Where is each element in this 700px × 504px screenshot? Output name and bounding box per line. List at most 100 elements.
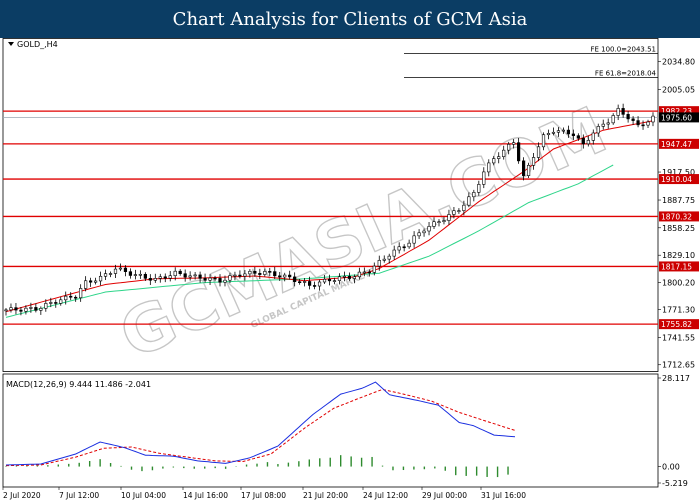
candle-body [462, 204, 466, 211]
candle-body [208, 277, 212, 281]
candle-body [178, 270, 182, 275]
candle-body [492, 158, 496, 164]
level-label: 1982.23 [661, 107, 692, 116]
level-label: 1817.15 [661, 262, 692, 271]
y-tick-label: 1917.50 [662, 168, 695, 177]
y-tick-label: 1771.30 [662, 306, 695, 315]
chart-title: Chart Analysis for Clients of GCM Asia [172, 8, 528, 30]
candle-body [437, 221, 441, 223]
candle-body [273, 271, 277, 277]
candle-body [98, 275, 103, 282]
chart-title-banner: Chart Analysis for Clients of GCM Asia [0, 0, 700, 38]
candle-body [258, 273, 262, 275]
candle-body [263, 271, 267, 275]
x-tick-label: 29 Jul 00:00 [422, 491, 467, 500]
x-tick-label: 17 Jul 08:00 [241, 491, 286, 500]
candle-body [357, 271, 361, 278]
level-label: 1910.04 [661, 175, 692, 184]
macd-label: MACD(12,26,9) 9.444 11.486 -2.041 [6, 380, 151, 389]
candle-body [362, 271, 366, 274]
candle-body [457, 210, 461, 212]
candle-body [213, 277, 217, 280]
candle-body [188, 275, 192, 278]
candle-body [29, 307, 33, 309]
candle-body [84, 280, 88, 289]
candle-body [183, 273, 187, 278]
candle-body [283, 274, 287, 278]
candle-body [138, 273, 142, 276]
candle-body [198, 274, 202, 279]
candle-body [54, 302, 58, 304]
candle-body [163, 276, 167, 279]
x-tick-label: 24 Jul 12:00 [363, 491, 408, 500]
candle-body [253, 270, 257, 274]
candle-body [551, 131, 556, 134]
x-tick-label: 14 Jul 16:00 [183, 491, 228, 500]
candle-body [243, 273, 247, 277]
candle-body [39, 308, 43, 311]
candle-body [233, 274, 237, 277]
candle-body [526, 164, 531, 176]
level-label-box [659, 261, 699, 272]
level-label-box [659, 319, 699, 330]
candle-body [442, 220, 446, 222]
candle-body [79, 288, 83, 299]
candle-body [223, 279, 227, 283]
level-label: 1755.82 [661, 320, 692, 329]
candle-body [596, 126, 600, 134]
candle-body [651, 115, 655, 123]
candle-body [417, 232, 421, 237]
y-tick-label: 1829.10 [662, 251, 695, 260]
candle-body [412, 235, 416, 244]
level-label: 1947.47 [661, 140, 692, 149]
candle-body [193, 274, 197, 277]
candle-body [312, 285, 317, 287]
candle-body [571, 133, 575, 136]
candle-body [546, 133, 551, 136]
candle-body [467, 196, 471, 206]
candle-body [108, 273, 113, 275]
candle-body [64, 295, 68, 301]
candle-body [238, 274, 242, 277]
candle-body [228, 275, 232, 281]
candle-body [103, 273, 108, 277]
current-price-box [659, 112, 699, 123]
candle-body [372, 265, 376, 273]
candle-body [392, 249, 396, 257]
candle-body [646, 121, 650, 126]
candle-body [556, 130, 561, 133]
candle-body [317, 281, 322, 287]
candle-body [507, 144, 511, 151]
fibonacci-label: FE 61.8=2018.04 [595, 69, 657, 77]
candle-body [641, 124, 645, 127]
candle-body [611, 115, 615, 124]
current-price-label: 1975.60 [661, 113, 692, 122]
candle-body [347, 275, 352, 279]
y-tick-label: 1800.20 [662, 278, 695, 287]
candle-body [606, 122, 610, 125]
candle-body [278, 275, 282, 278]
y-tick-label: 1887.75 [662, 196, 695, 205]
macd-main-line [5, 381, 516, 466]
candle-body [118, 267, 123, 270]
x-tick-label: 7 Jul 12:00 [59, 491, 99, 500]
macd-y-tick-label: 0.00 [662, 463, 680, 472]
candle-body [626, 114, 630, 120]
y-tick-label: 1741.55 [662, 334, 695, 343]
level-label-box [659, 174, 699, 185]
candle-body [128, 271, 133, 276]
candle-body [432, 221, 436, 227]
candle-body [34, 307, 38, 311]
candle-body [322, 278, 327, 283]
candle-body [14, 307, 18, 311]
candle-body [288, 274, 292, 278]
candle-body [636, 120, 640, 126]
y-tick-label: 2005.05 [662, 86, 695, 95]
level-label: 1870.32 [661, 212, 692, 221]
candle-body [477, 184, 481, 193]
candle-body [123, 267, 128, 272]
macd-y-tick-label: 28.117 [662, 374, 690, 383]
candle-body [601, 123, 605, 127]
candle-body [44, 303, 48, 309]
